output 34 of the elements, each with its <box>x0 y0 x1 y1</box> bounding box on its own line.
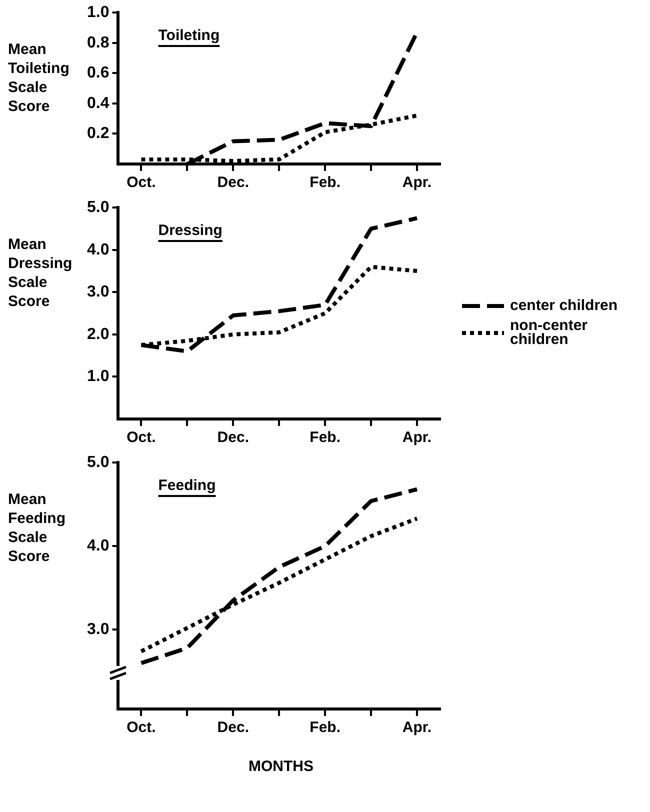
y-tick-label: 1.0 <box>86 368 110 386</box>
y-tick-label: 0.6 <box>86 64 110 82</box>
text: Dressing <box>158 222 222 239</box>
text: Feeding <box>158 476 216 494</box>
x-tick-label: Dec. <box>217 174 249 192</box>
x-tick-label: Apr. <box>402 429 432 446</box>
y-tick-label: 1.0 <box>86 4 110 22</box>
y-tick-label: 0.2 <box>86 125 110 142</box>
x-tick-label: Feb. <box>310 174 341 192</box>
x-axis-title: MONTHS <box>248 758 314 775</box>
y-axis-title: Mean Toileting Scale Score <box>7 40 70 116</box>
x-tick-label: Oct. <box>126 429 156 446</box>
x-tick-label: Dec. <box>217 719 249 736</box>
y-axis-title: Mean Dressing Scale Score <box>7 235 74 311</box>
y-tick-label: 3.0 <box>86 621 110 638</box>
y-tick-label: 5.0 <box>86 454 110 472</box>
x-tick-label: Apr. <box>402 174 432 192</box>
legend-label: center children <box>510 296 619 314</box>
y-tick-label: 0.8 <box>86 34 110 52</box>
x-tick-label: Feb. <box>310 429 341 446</box>
x-tick-label: Dec. <box>217 429 249 446</box>
x-tick-label: Oct. <box>126 174 156 192</box>
x-tick-label: Apr. <box>402 719 432 736</box>
y-tick-label: 0.4 <box>86 94 110 112</box>
x-tick-label: Feb. <box>310 719 341 736</box>
y-tick-label: 5.0 <box>86 199 110 216</box>
y-tick-label: 2.0 <box>86 326 110 343</box>
y-axis-title: Mean Feeding Scale Score <box>7 490 67 566</box>
legend-label: non-center children <box>510 316 589 348</box>
text: Toileting <box>158 26 220 44</box>
x-tick-label: Oct. <box>126 719 156 736</box>
y-tick-label: 4.0 <box>86 241 110 258</box>
y-tick-label: 4.0 <box>86 538 110 555</box>
y-tick-label: 3.0 <box>86 284 110 301</box>
